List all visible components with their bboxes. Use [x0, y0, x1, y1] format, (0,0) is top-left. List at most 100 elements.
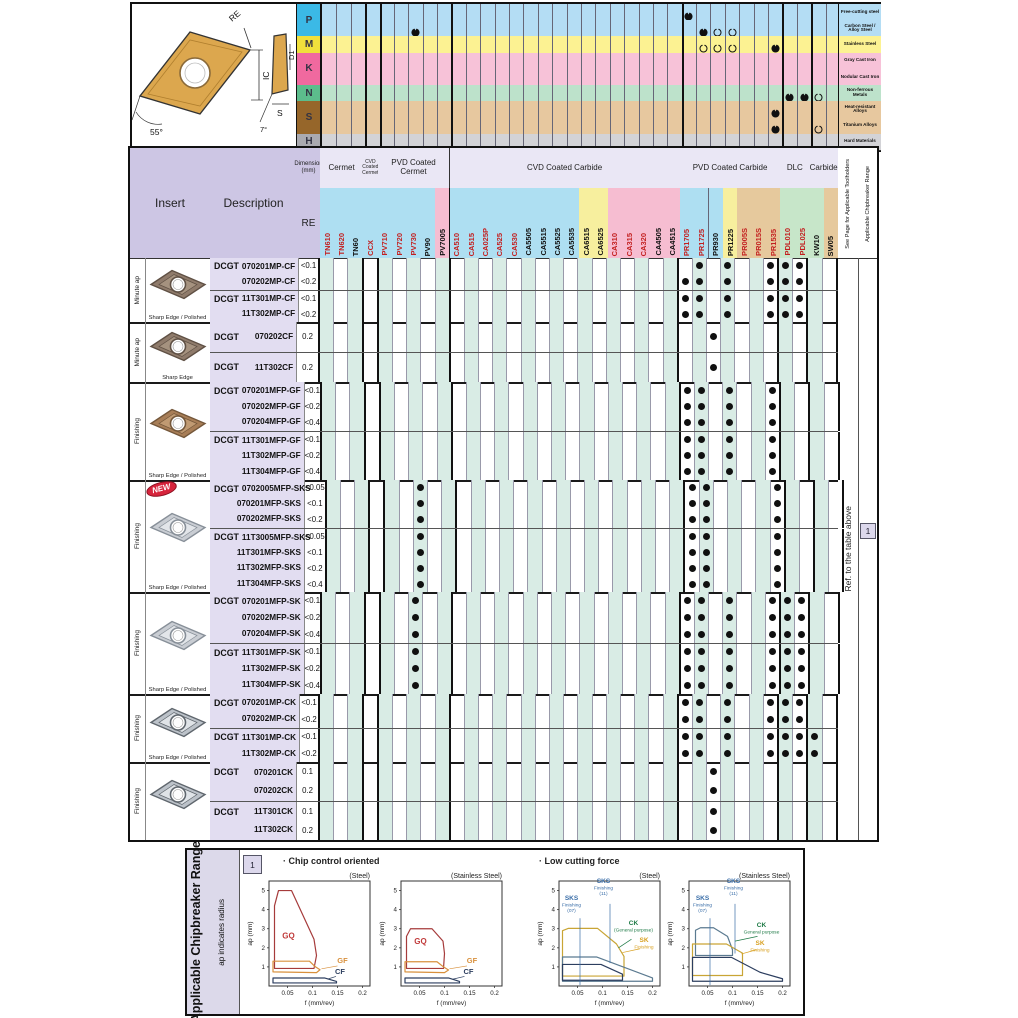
grade-cell — [595, 431, 609, 480]
grade-cell — [800, 480, 816, 528]
grade-cell — [334, 258, 349, 290]
grade-cell — [442, 528, 458, 592]
availability-dot — [768, 386, 776, 394]
grade-cell — [536, 801, 550, 840]
availability-dot — [766, 294, 774, 302]
grade-cell — [395, 643, 410, 694]
grade-cell — [681, 643, 695, 694]
grade-column-header: CA510 — [449, 188, 465, 259]
grade-column-header: CA310 — [607, 188, 624, 259]
description-cell: DCGT 11T301MFP-SK 11T302MFP-SK 11T304MFP-SK — [210, 643, 305, 694]
availability-dot — [412, 613, 420, 621]
grade-cell — [393, 322, 408, 352]
grade-cell — [649, 728, 664, 762]
grade-cell — [621, 762, 636, 801]
svg-text:1: 1 — [394, 964, 398, 971]
grade-cell — [764, 801, 779, 840]
grade-cell — [623, 431, 638, 480]
grade-cell — [385, 480, 400, 528]
grade-cell — [499, 480, 515, 528]
grade-cell — [380, 643, 395, 694]
availability-dot — [702, 484, 710, 492]
grade-cell — [355, 528, 371, 592]
grade-cell — [378, 290, 393, 322]
grade-cell — [538, 643, 553, 694]
grade-cell — [464, 694, 480, 728]
availability-dot — [773, 580, 781, 588]
availability-dot — [688, 580, 696, 588]
grade-cell — [723, 643, 738, 694]
grade-cell — [623, 643, 638, 694]
insert-code-line: DCGT 070201MFP-SK — [214, 593, 301, 609]
grade-cell — [421, 694, 436, 728]
description-block: DCGT 070201MFP-GF 070202MFP-GF 070204MFP-GF… — [210, 382, 840, 431]
grade-cell — [737, 382, 752, 431]
grade-column-header: CA315 — [622, 188, 638, 259]
grade-column-header: CA530 — [507, 188, 523, 259]
grade-cell — [393, 290, 408, 322]
insert-caption: Sharp Edge — [162, 375, 193, 381]
grade-cell — [493, 322, 508, 352]
availability-dot — [416, 564, 424, 572]
grade-cell — [663, 728, 679, 762]
grade-cell — [479, 352, 494, 382]
svg-text:3: 3 — [552, 926, 556, 933]
availability-dot — [811, 750, 819, 758]
grade-cell — [556, 480, 571, 528]
grade-cell — [322, 382, 337, 431]
grade-name: PDL025 — [797, 228, 807, 256]
panel-title: Applicable Chipbreaker Range — [189, 841, 203, 1018]
svg-text:f (mm/rev): f (mm/rev) — [305, 1000, 335, 1007]
availability-dot — [726, 402, 734, 410]
grade-cell — [749, 801, 764, 840]
grade-cell — [637, 382, 652, 431]
grade-cell — [641, 480, 657, 528]
chipbreaker-chart-svg: (Steel) 1 2 3 4 5 0.05 0.1 0.15 0.2 f (mm/rev) ap (… — [247, 873, 371, 1007]
insert-code: 070202MP-CK — [241, 714, 297, 724]
description-block: DCGT 070202CF 0.2 — [210, 322, 838, 352]
grade-cell — [663, 694, 679, 728]
grade-cell — [521, 322, 536, 352]
insert-caption: Sharp Edge / Polished — [148, 585, 207, 591]
re-value: <0.4 — [304, 681, 321, 691]
grade-cell — [407, 694, 422, 728]
grade-cell — [495, 643, 510, 694]
description-block: DCGT 070201MP-CK 070202MP-CK <0.1 <0.2 — [210, 694, 838, 728]
insert-code-line: 11T304MFP-SK — [214, 677, 301, 693]
grade-cell — [322, 643, 337, 694]
availability-dot — [768, 665, 776, 673]
grade-cell — [479, 322, 494, 352]
grade-cell — [523, 431, 538, 480]
availability-dot — [768, 613, 776, 621]
chipbreaker-ref-number: 1 — [865, 526, 871, 536]
grade-cell — [606, 762, 621, 801]
grade-column-header: CA525 — [492, 188, 509, 259]
grade-cell — [564, 290, 579, 322]
grade-dots-area — [322, 431, 840, 480]
grade-cell — [663, 290, 679, 322]
grade-cell — [714, 528, 728, 592]
insert-code: 11T302MP-CF — [241, 309, 296, 319]
grade-cell — [364, 258, 379, 290]
grade-cell — [721, 801, 736, 840]
insert-code-line: 11T302CK — [214, 821, 293, 839]
grade-cell — [771, 480, 786, 528]
grade-cell — [635, 322, 650, 352]
availability-dot — [695, 750, 703, 758]
availability-dot — [784, 682, 792, 690]
grade-cell — [395, 431, 410, 480]
availability-dot — [695, 698, 703, 706]
grade-cell — [737, 643, 752, 694]
availability-dot — [698, 596, 706, 604]
grade-dots-area — [326, 528, 845, 592]
grade-cell — [756, 480, 771, 528]
grade-cell — [493, 801, 508, 840]
insert-row-group: Finishing Sharp Edge / Polished DCGT 070201… — [130, 382, 840, 482]
availability-dot — [766, 715, 774, 723]
re-cell: <0.05 <0.1 <0.2 — [305, 480, 327, 528]
re-cell: <0.1 <0.2 — [299, 290, 320, 322]
grade-cell — [593, 352, 607, 382]
grade-cell — [528, 528, 543, 592]
grade-cell — [723, 382, 738, 431]
description-blocks: DCGT 070201MFP-GF 070202MFP-GF 070204MFP-GF… — [210, 382, 840, 480]
